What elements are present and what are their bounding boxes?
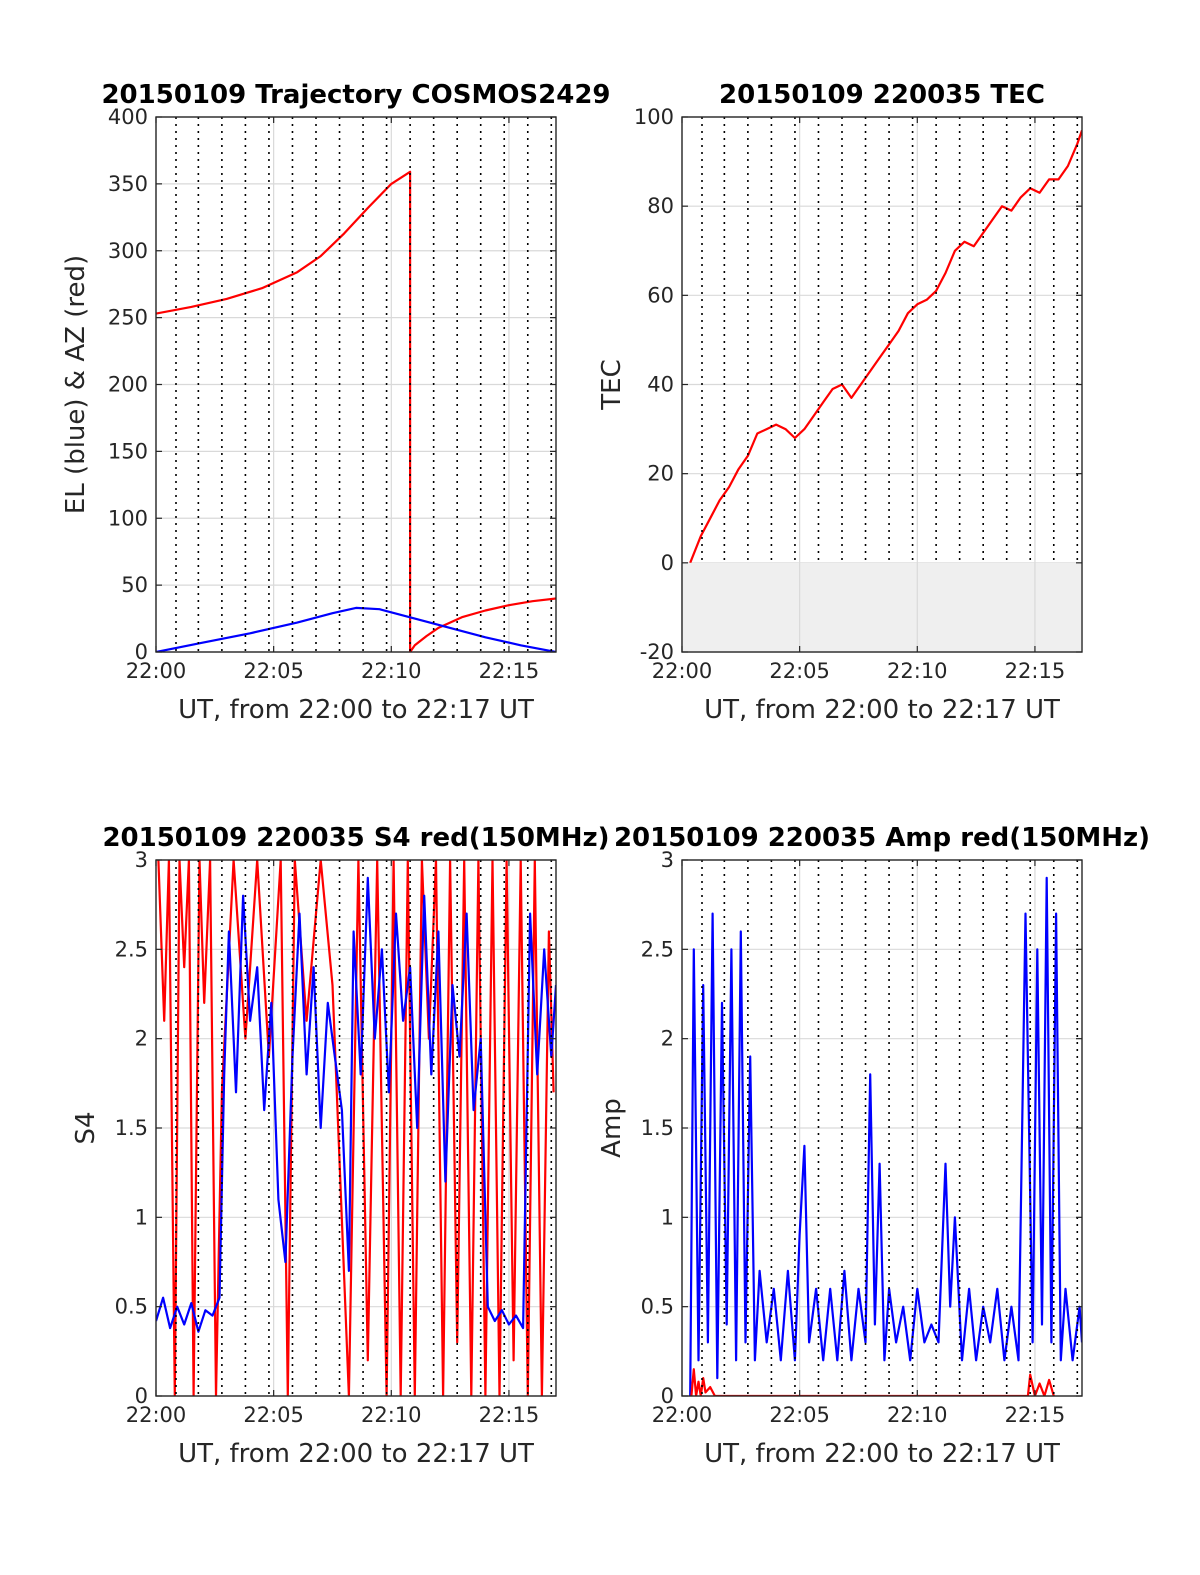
trajectory-series-0 <box>156 170 556 652</box>
trajectory-x-tick-label: 22:05 <box>243 659 304 683</box>
amp-title: 20150109 220035 Amp red(150MHz) <box>614 823 1150 853</box>
tec-y-tick-label: 100 <box>634 105 674 129</box>
amp-y-tick-label: 3 <box>661 848 674 872</box>
amp-x-tick-label: 22:15 <box>1005 1403 1066 1427</box>
trajectory-y-tick-label: 150 <box>108 439 148 463</box>
amp-x-tick-label: 22:00 <box>652 1403 713 1427</box>
tec-y-tick-label: 40 <box>647 373 674 397</box>
amp-series-1 <box>690 1368 1055 1396</box>
trajectory-y-axis-label: EL (blue) & AZ (red) <box>61 255 91 514</box>
tec-title: 20150109 220035 TEC <box>719 80 1045 110</box>
tec-x-axis-label: UT, from 22:00 to 22:17 UT <box>704 695 1060 725</box>
trajectory-y-tick-label: 250 <box>108 306 148 330</box>
s4-y-tick-label: 0.5 <box>115 1295 148 1319</box>
amp-y-tick-label: 2 <box>661 1027 674 1051</box>
amp-y-axis-label: Amp <box>597 1098 627 1158</box>
amp-y-tick-label: 0 <box>661 1384 674 1408</box>
tec-y-tick-label: 60 <box>647 283 674 307</box>
s4-x-tick-label: 22:00 <box>126 1403 187 1427</box>
s4-panel: 22:00 22:05 22:10 22:15 0 0.5 1 1.5 2 2.5 32015010… <box>71 823 610 1469</box>
tec-x-tick-label: 22:10 <box>887 659 948 683</box>
trajectory-y-tick-label: 350 <box>108 172 148 196</box>
trajectory-y-tick-label: 200 <box>108 373 148 397</box>
tec-y-tick-label: 20 <box>647 462 674 486</box>
amp-y-tick-label: 0.5 <box>641 1295 674 1319</box>
tec-panel: 22:00 22:05 22:10 22:15 -20 0 20 40 60 80 100 20150… <box>597 80 1083 725</box>
amp-x-axis-label: UT, from 22:00 to 22:17 UT <box>704 1439 1060 1469</box>
s4-x-axis-label: UT, from 22:00 to 22:17 UT <box>178 1439 534 1469</box>
tec-x-tick-label: 22:15 <box>1005 659 1066 683</box>
amp-y-tick-label: 1 <box>661 1205 674 1229</box>
s4-y-axis-label: S4 <box>71 1111 101 1144</box>
s4-series-0 <box>157 860 555 1396</box>
tec-y-tick-label: 80 <box>647 194 674 218</box>
s4-y-tick-label: 0 <box>135 1384 148 1408</box>
tec-series-0 <box>689 130 1082 564</box>
trajectory-y-tick-label: 300 <box>108 239 148 263</box>
trajectory-title: 20150109 Trajectory COSMOS2429 <box>101 80 610 110</box>
trajectory-x-tick-label: 22:00 <box>126 659 187 683</box>
amp-y-tick-label: 2.5 <box>641 937 674 961</box>
s4-y-tick-label: 3 <box>135 848 148 872</box>
tec-below-zero-area <box>683 562 1081 652</box>
tec-x-tick-label: 22:05 <box>769 659 830 683</box>
tec-x-tick-label: 22:00 <box>652 659 713 683</box>
trajectory-y-tick-label: 100 <box>108 506 148 530</box>
tec-y-tick-label: 0 <box>661 551 674 575</box>
trajectory-y-tick-label: 400 <box>108 105 148 129</box>
s4-title: 20150109 220035 S4 red(150MHz) <box>102 823 609 853</box>
amp-series-0 <box>689 876 1082 1396</box>
tec-y-axis-label: TEC <box>597 359 627 410</box>
s4-x-tick-label: 22:10 <box>361 1403 422 1427</box>
amp-x-tick-label: 22:05 <box>769 1403 830 1427</box>
s4-y-tick-label: 1 <box>135 1205 148 1229</box>
trajectory-y-tick-label: 0 <box>135 640 148 664</box>
trajectory-panel: 22:00 22:05 22:10 22:15 0 50 100 150 200 250 300 35… <box>61 80 611 725</box>
amp-x-tick-label: 22:10 <box>887 1403 948 1427</box>
amp-y-tick-label: 1.5 <box>641 1116 674 1140</box>
tec-y-tick-label: -20 <box>640 640 674 664</box>
trajectory-x-axis-label: UT, from 22:00 to 22:17 UT <box>178 695 534 725</box>
s4-y-tick-label: 1.5 <box>115 1116 148 1140</box>
trajectory-x-tick-label: 22:15 <box>479 659 540 683</box>
s4-x-tick-label: 22:05 <box>243 1403 304 1427</box>
trajectory-series-1 <box>156 606 556 652</box>
s4-y-tick-label: 2 <box>135 1027 148 1051</box>
trajectory-y-tick-label: 50 <box>121 573 148 597</box>
s4-x-tick-label: 22:15 <box>479 1403 540 1427</box>
s4-y-tick-label: 2.5 <box>115 937 148 961</box>
amp-panel: 22:00 22:05 22:10 22:15 0 0.5 1 1.5 2 2.5 32015010… <box>597 823 1150 1469</box>
trajectory-x-tick-label: 22:10 <box>361 659 422 683</box>
